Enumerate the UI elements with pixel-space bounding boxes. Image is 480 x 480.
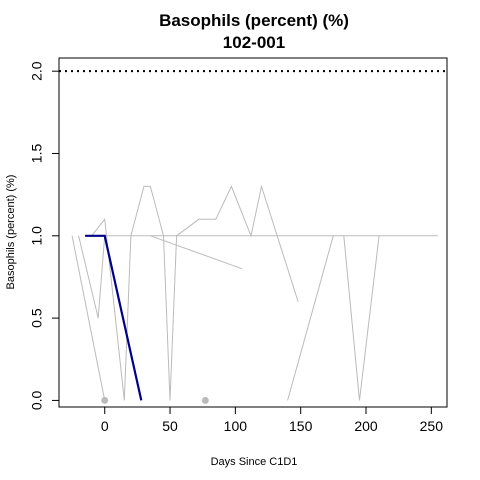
x-axis: 0 50 100 150 200 250 <box>101 406 444 434</box>
data-marker-2 <box>201 396 209 404</box>
y-axis: 0.0 0.5 1.0 1.5 2.0 <box>29 61 60 410</box>
chart-subtitle: 102-001 <box>223 33 285 52</box>
y-tick-label: 1.5 <box>29 144 45 164</box>
y-tick-label: 0.0 <box>29 390 45 410</box>
background-series-line-1 <box>71 235 106 401</box>
x-tick-label: 150 <box>289 418 313 434</box>
x-tick-label: 200 <box>354 418 378 434</box>
y-axis-label: Basophils (percent) (%) <box>5 175 17 290</box>
background-series-line-7 <box>343 235 380 401</box>
background-series-line-2 <box>78 235 438 319</box>
x-tick-label: 100 <box>224 418 248 434</box>
chart-title: Basophils (percent) (%) <box>159 11 349 30</box>
x-tick-label: 50 <box>162 418 178 434</box>
background-series-line-5 <box>150 235 243 270</box>
x-tick-label: 0 <box>101 418 109 434</box>
x-tick-label: 250 <box>420 418 444 434</box>
x-axis-label: Days Since C1D1 <box>211 456 298 468</box>
background-series-line-3 <box>91 218 132 401</box>
plot-area <box>59 70 447 404</box>
background-series-line-6 <box>287 235 334 401</box>
highlight-series-line <box>85 234 143 401</box>
y-tick-label: 0.5 <box>29 308 45 328</box>
y-tick-label: 2.0 <box>29 61 45 81</box>
background-series-line-4 <box>130 184 299 401</box>
data-marker-1 <box>101 396 109 404</box>
y-tick-label: 1.0 <box>29 226 45 246</box>
plot-frame <box>58 57 448 408</box>
